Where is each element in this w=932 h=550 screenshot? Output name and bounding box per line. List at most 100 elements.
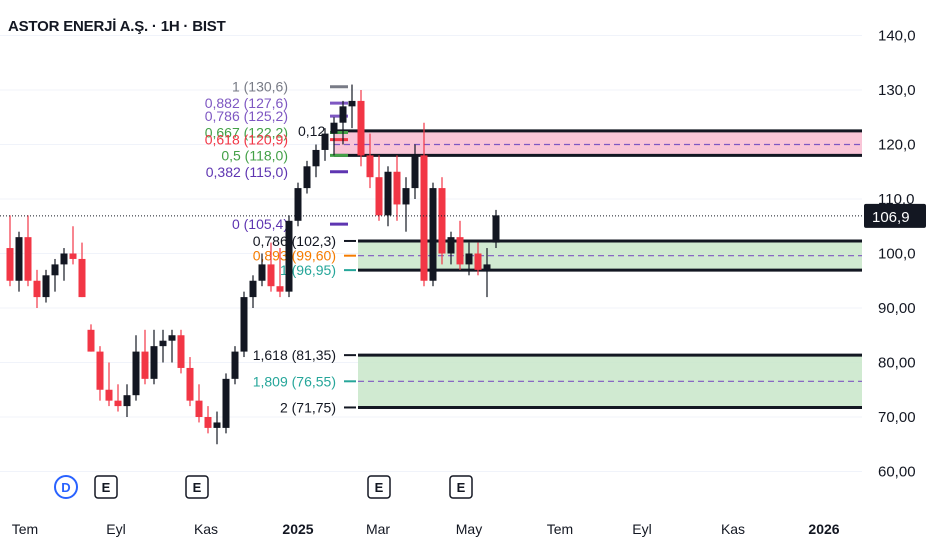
candle-body[interactable] [87, 329, 95, 352]
candle-body[interactable] [96, 351, 104, 390]
candle-body[interactable] [429, 188, 437, 281]
candle-body[interactable] [186, 367, 194, 401]
candle-body[interactable] [375, 177, 383, 216]
fibonacci-levels: 1 (130,6)0,882 (127,6)0,786 (125,2)0,667… [205, 79, 356, 415]
candle-body[interactable] [339, 106, 347, 123]
candle-body[interactable] [330, 122, 338, 134]
fib-level-label: 1 (130,6) [232, 79, 288, 95]
candle-body[interactable] [51, 264, 59, 276]
fib-level-label: 0,893 (99,60) [253, 248, 336, 264]
y-tick-label: 120,0 [878, 137, 916, 154]
y-tick-label: 70,00 [878, 409, 916, 426]
earnings-marker[interactable] [449, 475, 473, 499]
x-axis[interactable]: Tem Eyl Kas 2025 Mar May Tem Eyl Kas 2026 [12, 521, 840, 537]
candles[interactable] [6, 84, 500, 445]
earnings-marker-label: E [375, 480, 384, 495]
fib-level-label: 0,786 (125,2) [205, 108, 288, 124]
candle-body[interactable] [366, 155, 374, 178]
candle-body[interactable] [303, 166, 311, 189]
candle-body[interactable] [15, 237, 23, 281]
candle-body[interactable] [492, 215, 500, 243]
candle-body[interactable] [132, 351, 140, 396]
candle-body[interactable] [150, 346, 158, 379]
y-tick-label: 60,00 [878, 464, 916, 481]
candle-body[interactable] [474, 253, 482, 270]
candle-body[interactable] [402, 188, 410, 205]
x-tick-label: 2025 [282, 521, 313, 537]
x-tick-label: Tem [12, 521, 38, 537]
x-tick-label: Kas [721, 521, 745, 537]
candle-body[interactable] [456, 237, 464, 265]
candle-body[interactable] [213, 422, 221, 428]
current-price-line: 106,9 [0, 203, 926, 228]
candle-body[interactable] [114, 400, 122, 407]
candle-body[interactable] [411, 155, 419, 189]
candle-body[interactable] [231, 351, 239, 379]
candle-body[interactable] [105, 389, 113, 401]
candle-body[interactable] [69, 253, 77, 259]
x-tick-label: May [456, 521, 482, 537]
candle-body[interactable] [60, 253, 68, 265]
dividend-marker[interactable] [54, 475, 78, 499]
fib-level-label: 0,882 (127,6) [205, 95, 288, 111]
x-tick-label: Mar [366, 521, 390, 537]
fib-level-label: 1,618 (81,35) [253, 347, 336, 363]
y-axis[interactable]: 140,0 130,0 120,0 110,0 100,0 90,00 80,00 70,00… [878, 28, 916, 481]
fib-level-label: 0 (105,4) [232, 216, 288, 232]
candle-body[interactable] [42, 275, 50, 298]
candle-body[interactable] [465, 253, 473, 265]
earnings-marker-label: E [457, 480, 466, 495]
candle-body[interactable] [195, 400, 203, 417]
candle-body[interactable] [159, 340, 167, 347]
fib-level-label: 0,5 (118,0) [221, 147, 288, 163]
candle-body[interactable] [78, 258, 86, 298]
candle-body[interactable] [33, 280, 41, 298]
candle-body[interactable] [420, 155, 428, 281]
candle-body[interactable] [141, 351, 149, 379]
chart-title: ASTOR ENERJİ A.Ş. · 1H · BIST [8, 18, 226, 35]
candle-body[interactable] [6, 248, 14, 281]
current-price-label: 106,9 [872, 209, 910, 226]
candle-body[interactable] [357, 100, 365, 156]
candle-body[interactable] [249, 280, 257, 298]
candle-body[interactable] [384, 171, 392, 216]
y-tick-label: 80,00 [878, 355, 916, 372]
candle-body[interactable] [276, 286, 284, 292]
candle-body[interactable] [321, 133, 329, 150]
earnings-marker-label: E [193, 480, 202, 495]
earnings-marker-label: E [102, 480, 111, 495]
fib-level-label: 0,382 (115,0) [206, 164, 288, 180]
y-tick-label: 140,0 [878, 28, 916, 45]
candle-body[interactable] [267, 264, 275, 287]
earnings-marker[interactable] [94, 475, 118, 499]
candle-body[interactable] [285, 220, 293, 292]
candle-body[interactable] [447, 237, 455, 254]
fib-level-label: 0,786 (102,3) [253, 233, 336, 249]
candle-body[interactable] [348, 100, 356, 107]
candle-body[interactable] [294, 188, 302, 221]
earnings-marker[interactable] [367, 475, 391, 499]
candle-body[interactable] [123, 395, 131, 407]
fib-level-label: 0,618 (120,9) [205, 132, 288, 148]
x-tick-label: Tem [547, 521, 573, 537]
candle-body[interactable] [240, 297, 248, 352]
candle-body[interactable] [438, 188, 446, 254]
dividend-marker-label: D [61, 480, 70, 495]
current-price-badge [864, 203, 926, 228]
candle-body[interactable] [204, 417, 212, 428]
candle-body[interactable] [312, 149, 320, 167]
candle-body[interactable] [393, 171, 401, 205]
candle-body[interactable] [258, 264, 266, 281]
candle-body[interactable] [168, 335, 176, 341]
candle-body[interactable] [483, 264, 491, 270]
earnings-marker[interactable] [185, 475, 209, 499]
fib-level-label: 2 (71,75) [280, 399, 336, 415]
candle-body[interactable] [24, 237, 32, 281]
y-tick-label: 110,0 [878, 191, 914, 208]
fib-level-label: 0,667 (122,2) [205, 125, 288, 141]
candle-body[interactable] [222, 378, 230, 428]
x-tick-label: Eyl [632, 521, 651, 537]
candle-body[interactable] [177, 335, 185, 368]
